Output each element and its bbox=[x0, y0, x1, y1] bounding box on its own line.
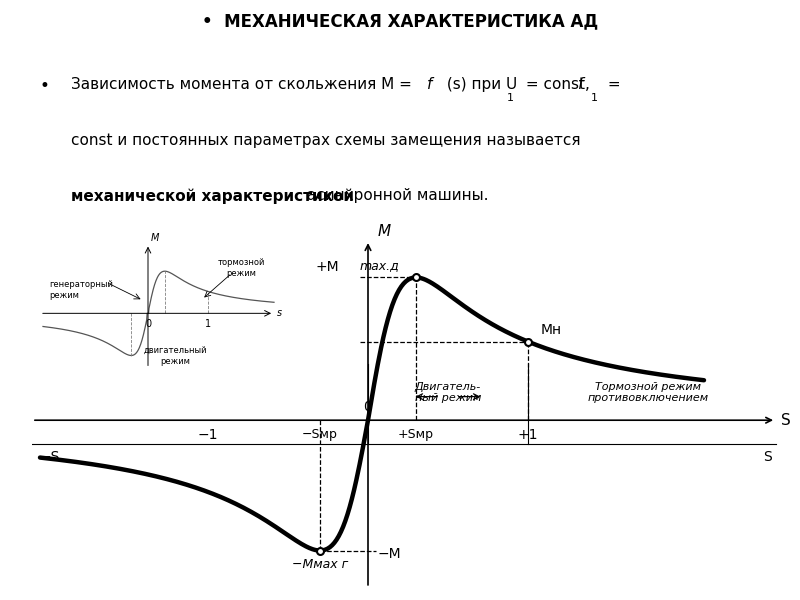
Text: =: = bbox=[603, 77, 621, 92]
Text: const и постоянных параметрах схемы замещения называется: const и постоянных параметрах схемы заме… bbox=[70, 133, 580, 148]
Text: Mн: Mн bbox=[541, 323, 562, 337]
Text: Двигатель-
ный режим: Двигатель- ный режим bbox=[415, 382, 481, 403]
Text: max.д: max.д bbox=[360, 259, 400, 272]
Text: M: M bbox=[378, 224, 390, 239]
Text: −1: −1 bbox=[198, 428, 218, 442]
Text: −S: −S bbox=[40, 450, 60, 464]
Text: асинхронной машины.: асинхронной машины. bbox=[302, 188, 489, 203]
Text: 1: 1 bbox=[590, 92, 598, 103]
Text: •: • bbox=[39, 77, 50, 95]
Text: Зависимость момента от скольжения М =: Зависимость момента от скольжения М = bbox=[70, 77, 417, 92]
Text: (s) при U: (s) при U bbox=[442, 77, 517, 92]
Text: −Mмax г: −Mмax г bbox=[292, 558, 348, 571]
Text: −M: −M bbox=[378, 547, 402, 562]
Text: Тормозной режим
противовключением: Тормозной режим противовключением bbox=[587, 382, 709, 403]
Text: генераторный
режим: генераторный режим bbox=[49, 280, 113, 300]
Text: +Sмр: +Sмр bbox=[398, 428, 434, 440]
Text: −Sмр: −Sмр bbox=[302, 428, 338, 440]
Text: 0: 0 bbox=[145, 319, 151, 329]
Text: двигательный
режим: двигательный режим bbox=[143, 346, 206, 366]
Text: M: M bbox=[151, 233, 159, 243]
Text: = const,: = const, bbox=[521, 77, 594, 92]
Text: 1: 1 bbox=[506, 92, 514, 103]
Text: 0: 0 bbox=[364, 400, 372, 414]
Text: +1: +1 bbox=[518, 428, 538, 442]
Text: механической характеристикой: механической характеристикой bbox=[70, 188, 354, 203]
Text: •  МЕХАНИЧЕСКАЯ ХАРАКТЕРИСТИКА АД: • МЕХАНИЧЕСКАЯ ХАРАКТЕРИСТИКА АД bbox=[202, 13, 598, 31]
Text: s: s bbox=[277, 308, 282, 319]
Text: тормозной
режим: тормозной режим bbox=[218, 259, 265, 278]
Text: S: S bbox=[781, 413, 790, 428]
Text: 1: 1 bbox=[205, 319, 211, 329]
Text: f: f bbox=[427, 77, 433, 92]
Text: f: f bbox=[578, 77, 583, 92]
Text: S: S bbox=[764, 450, 772, 464]
Text: +M: +M bbox=[315, 260, 339, 274]
